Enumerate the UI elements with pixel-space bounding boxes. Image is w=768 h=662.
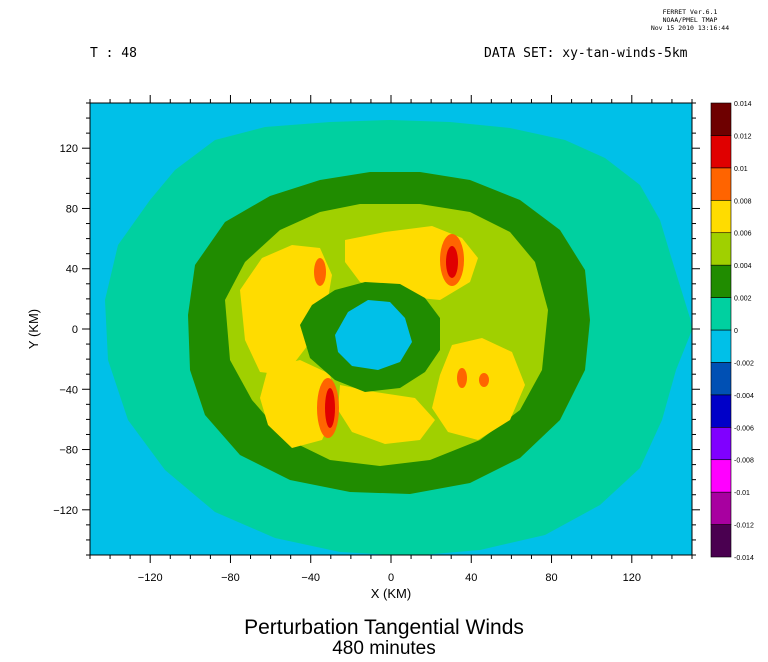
x-tick-label: 40 xyxy=(465,572,477,584)
dataset-label: DATA SET: xy-tan-winds-5km xyxy=(484,46,688,61)
colorbar-label: 0.004 xyxy=(734,263,752,270)
colorbar-swatch xyxy=(710,459,732,493)
contour-max-sw xyxy=(325,388,335,428)
colorbar-swatch xyxy=(710,264,732,298)
colorbar-label: 0.008 xyxy=(734,198,752,205)
colorbar-label: 0.014 xyxy=(734,101,752,108)
colorbar-swatch xyxy=(710,102,732,136)
chart-subtitle: 480 minutes xyxy=(332,638,436,659)
x-tick-label: 80 xyxy=(545,572,557,584)
y-tick-label: 40 xyxy=(66,264,78,276)
x-tick-label: −120 xyxy=(138,572,163,584)
stamp-line-3: Nov 15 2010 13:16:44 xyxy=(650,24,730,32)
chart-title: Perturbation Tangential Winds xyxy=(244,616,524,639)
contour-eye xyxy=(335,300,412,370)
colorbar-label: -0.004 xyxy=(734,393,754,400)
y-tick-label: −40 xyxy=(59,384,78,396)
colorbar-swatch xyxy=(710,297,732,331)
contour-orange-nw xyxy=(314,258,326,286)
colorbar-label: -0.006 xyxy=(734,425,754,432)
x-axis-title: X (KM) xyxy=(371,586,411,601)
colorbar-label: 0.002 xyxy=(734,296,752,303)
y-tick-label: 80 xyxy=(66,203,78,215)
contour-orange-se xyxy=(457,368,467,388)
contour-yellow-se xyxy=(432,338,525,440)
colorbar-label: -0.014 xyxy=(734,555,754,562)
colorbar-label: -0.002 xyxy=(734,360,754,367)
colorbar-swatch xyxy=(710,167,732,201)
y-tick-label: −80 xyxy=(59,445,78,457)
colorbar: -0.014 -0.012 -0.01 -0.008 -0.006 -0.004 -0.00… xyxy=(710,101,754,562)
stamp-line-1: FERRET Ver.6.1 xyxy=(662,8,718,16)
y-tick-label: −120 xyxy=(53,505,78,517)
x-tick-label: −80 xyxy=(221,572,240,584)
y-axis-title: Y (KM) xyxy=(26,309,41,349)
contour-max-ne xyxy=(446,246,458,278)
colorbar-swatch xyxy=(710,426,732,461)
contour-yellow-s xyxy=(338,385,435,444)
colorbar-label: -0.01 xyxy=(734,490,750,497)
contour-orange-e xyxy=(479,373,489,387)
colorbar-swatch xyxy=(710,491,732,525)
colorbar-label: -0.012 xyxy=(734,523,754,530)
x-tick-label: 120 xyxy=(623,572,641,584)
colorbar-label: 0 xyxy=(734,328,738,335)
contour-yellow-sw xyxy=(260,360,336,448)
y-tick-label: 0 xyxy=(72,324,78,336)
ferret-stamp: FERRET Ver.6.1 NOAA/PMEL TMAP Nov 15 201… xyxy=(620,8,760,32)
x-tick-label: −40 xyxy=(301,572,320,584)
colorbar-swatch xyxy=(710,232,732,266)
colorbar-swatch xyxy=(710,329,732,363)
colorbar-swatch xyxy=(710,135,732,169)
colorbar-label: 0.012 xyxy=(734,133,752,140)
plot-area xyxy=(90,103,692,555)
stamp-line-2: NOAA/PMEL TMAP xyxy=(662,16,718,24)
colorbar-label: 0.01 xyxy=(734,166,748,173)
colorbar-label: 0.006 xyxy=(734,231,752,238)
colorbar-swatch xyxy=(710,199,732,234)
y-tick-label: 120 xyxy=(60,143,78,155)
time-label: T : 48 xyxy=(90,46,137,61)
x-tick-label: 0 xyxy=(388,572,394,584)
colorbar-label: -0.008 xyxy=(734,458,754,465)
colorbar-swatch xyxy=(710,394,732,428)
colorbar-swatch xyxy=(710,362,732,396)
axes: −120 −80 −40 0 40 80 120 −120 −80 −40 0 40 80 120 xyxy=(53,95,700,584)
colorbar-swatch xyxy=(710,524,732,558)
